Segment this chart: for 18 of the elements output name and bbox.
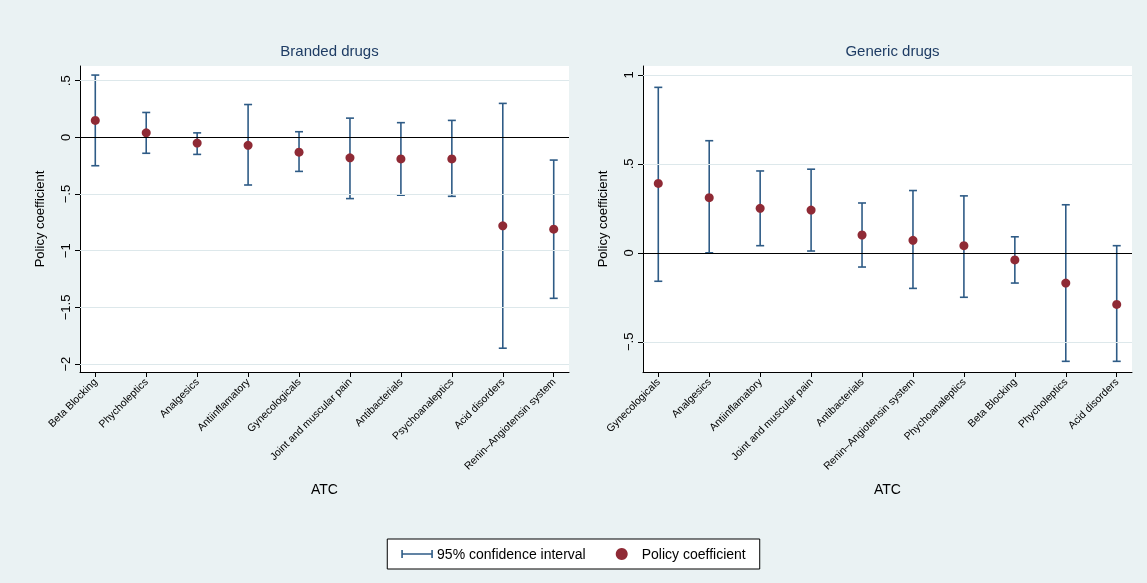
chart-title: Generic drugs — [845, 42, 940, 59]
x-axis-title: ATC — [311, 481, 338, 497]
y-tick-label: .5 — [621, 158, 636, 170]
y-axis-title: Policy coefficient — [595, 170, 610, 268]
y-axis-title: Policy coefficient — [32, 170, 47, 268]
y-tick-label: 0 — [58, 133, 73, 142]
y-tick-label: 1 — [621, 71, 636, 79]
y-tick-label: −2 — [58, 356, 73, 372]
y-tick-label: −1 — [58, 243, 73, 259]
chart-title: Branded drugs — [280, 42, 379, 59]
y-tick-label: 0 — [621, 249, 636, 257]
y-tick-label: .5 — [58, 75, 73, 87]
text: 95% confidence interval — [437, 546, 586, 562]
y-tick-label: −.5 — [621, 332, 636, 351]
x-axis-title: ATC — [874, 481, 901, 497]
legend-label: Policy coefficient — [641, 546, 746, 562]
y-tick-label: −1.5 — [58, 294, 73, 321]
y-tick-label: −.5 — [58, 184, 73, 204]
